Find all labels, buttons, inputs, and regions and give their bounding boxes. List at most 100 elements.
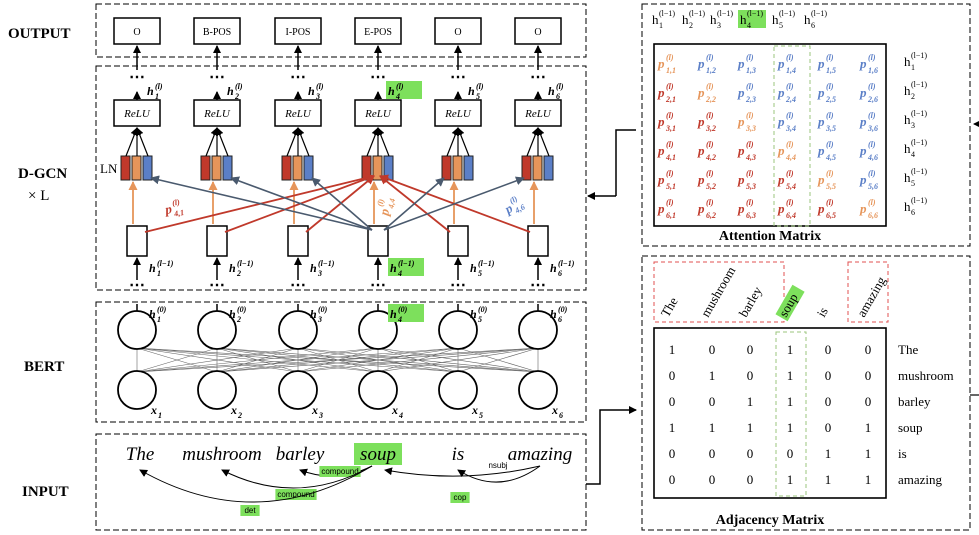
- ln-to-relu-arrow: [296, 127, 310, 157]
- bert-connection: [457, 347, 539, 373]
- attention-entry: p: [817, 85, 825, 100]
- ellipsis: ⋯: [290, 69, 306, 86]
- adjacency-cell: 0: [669, 472, 676, 487]
- dependency-label: nsubj: [488, 461, 507, 470]
- hidden-state-index: 4: [395, 92, 400, 101]
- attention-row-h: h: [904, 199, 911, 214]
- adjacency-cell: 0: [747, 472, 754, 487]
- dependency-label: compound: [277, 490, 314, 499]
- input-word: The: [126, 444, 155, 465]
- adjacency-cell: 1: [865, 420, 872, 435]
- attention-header-h: h: [740, 12, 747, 27]
- attention-entry-sub: 2,5: [825, 95, 836, 104]
- hidden-state-index: 3: [315, 92, 320, 101]
- highlight-mark: [388, 258, 424, 276]
- attention-entry-sub: 3,3: [745, 124, 756, 133]
- attention-entry-sup: (l): [826, 140, 834, 149]
- attention-entry-sup: (l): [706, 140, 714, 149]
- attention-entry-sup: (l): [786, 82, 794, 91]
- attention-entry-sup: (l): [786, 140, 794, 149]
- hidden-state-index: 3: [317, 315, 322, 324]
- attention-entry-sup: (l): [868, 140, 876, 149]
- hidden-state-superscript: (l−1): [398, 259, 415, 268]
- output-tag-box: [434, 17, 482, 45]
- gcn-edge-red: [305, 175, 375, 233]
- hidden-state-index: 6: [556, 92, 560, 101]
- hidden-state-index: 4: [397, 315, 402, 324]
- relu-box: [354, 99, 402, 127]
- hidden-state-superscript: (l−1): [478, 259, 495, 268]
- attention-entry-sub: 5,3: [746, 182, 756, 191]
- adjacency-cell: 1: [787, 472, 794, 487]
- attention-entry-sub: 4,3: [745, 153, 756, 162]
- edge-weight-superscript: (l): [376, 198, 386, 207]
- input-token-index: 2: [237, 411, 242, 420]
- ln-block: [131, 155, 142, 181]
- attention-entry: p: [859, 114, 867, 129]
- gcn-edge-dark: [150, 175, 373, 231]
- adjacency-matrix-frame: [653, 327, 887, 499]
- highlight-mark: [386, 81, 422, 99]
- attention-entry: p: [697, 172, 705, 187]
- hidden-state-index: 6: [558, 315, 562, 324]
- hidden-state-superscript: (l): [476, 82, 484, 91]
- attention-entry-sup: (l): [826, 198, 834, 207]
- attention-entry-sup: (l): [666, 169, 674, 178]
- attention-entry-sup: (l): [786, 198, 794, 207]
- attention-row-h: h: [904, 112, 911, 127]
- attention-header-h: h: [804, 12, 811, 27]
- adjacency-cell: 1: [709, 420, 716, 435]
- hidden-state-superscript: (0): [237, 305, 247, 314]
- attention-row-sup: (l−1): [911, 51, 927, 60]
- attention-header-sup: (l−1): [659, 9, 675, 18]
- input-token-index: 5: [479, 411, 483, 420]
- node-rect: [367, 225, 389, 257]
- adjacency-cell: 0: [669, 368, 676, 383]
- highlight-mark: [738, 10, 766, 28]
- ellipsis: ⋯: [129, 277, 145, 294]
- attention-entry-sup: (l): [666, 140, 674, 149]
- ln-block: [120, 155, 131, 181]
- attention-entry: p: [657, 85, 665, 100]
- adjacency-header-group-left: [653, 261, 785, 323]
- adjacency-cell: 0: [669, 394, 676, 409]
- attention-entry-sub: 5,2: [706, 182, 716, 191]
- hidden-state-label: h: [310, 307, 317, 321]
- attention-header-index: 6: [811, 21, 815, 30]
- input-token-index: 1: [158, 411, 162, 420]
- hidden-state-label: h: [308, 84, 315, 98]
- hidden-state-label: h: [390, 307, 397, 321]
- attention-entry-sub: 1,6: [868, 66, 878, 75]
- attention-entry-sub: 4,1: [665, 153, 676, 162]
- adjacency-cell: 0: [747, 446, 754, 461]
- hidden-state-index: 2: [234, 92, 239, 101]
- attention-row-sup: (l−1): [911, 80, 927, 89]
- adjacency-cell: 1: [825, 446, 832, 461]
- adjacency-cell: 0: [865, 394, 872, 409]
- output-panel: [95, 3, 587, 58]
- node-rect: [447, 225, 469, 257]
- adjacency-column-label: mushroom: [698, 264, 739, 320]
- attention-entry-sub: 5,5: [826, 182, 836, 191]
- adjacency-column-label: barley: [736, 283, 765, 319]
- hidden-state-superscript: (0): [157, 305, 167, 314]
- attention-header-sup: (l−1): [811, 9, 827, 18]
- attention-entry: p: [859, 85, 867, 100]
- hidden-state-superscript: (l): [235, 82, 243, 91]
- attention-entry-sub: 4,6: [867, 153, 878, 162]
- adjacency-cell: 0: [825, 394, 832, 409]
- attention-entry: p: [859, 143, 867, 158]
- bert-input-node: [197, 370, 237, 410]
- adjacency-panel: [641, 255, 971, 531]
- relu-label: ReLU: [284, 108, 312, 120]
- ln-to-relu-arrow: [456, 127, 470, 157]
- attention-row-sup: (l−1): [911, 196, 927, 205]
- attention-entry-sup: (l): [746, 82, 754, 91]
- attention-entry: p: [697, 114, 705, 129]
- hidden-state-label: h: [550, 261, 557, 275]
- attention-entry: p: [859, 172, 867, 187]
- attention-header-h: h: [772, 12, 779, 27]
- output-tag-label: O: [133, 27, 140, 38]
- hidden-state-superscript: (l): [316, 82, 324, 91]
- ellipsis: ⋯: [290, 277, 306, 294]
